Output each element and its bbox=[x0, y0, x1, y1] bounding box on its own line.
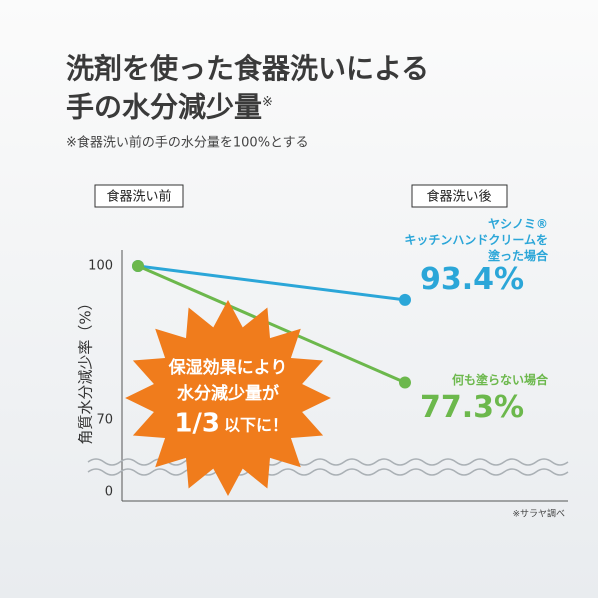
value-label: 77.3% bbox=[420, 390, 525, 425]
chart-title: 洗剤を使った食器洗いによる 手の水分減少量※ bbox=[66, 52, 429, 124]
subtitle: ※食器洗い前の手の水分量を100%とする bbox=[66, 135, 309, 151]
category-box bbox=[411, 184, 508, 208]
point bbox=[132, 260, 144, 272]
point bbox=[399, 376, 411, 389]
y-axis-label: 角質水分減少率（%） bbox=[77, 295, 95, 444]
axis-break bbox=[87, 468, 569, 476]
y-tick-label: 100 bbox=[88, 259, 113, 274]
y-tick-label: 70 bbox=[96, 413, 113, 428]
source: ※サラヤ調べ bbox=[512, 508, 565, 520]
series-label: 何も塗らない場合 bbox=[451, 373, 548, 387]
burst-text: 水分減少量が bbox=[177, 383, 279, 404]
series-line bbox=[137, 264, 406, 302]
x-category-label: 食器洗い後 bbox=[426, 189, 491, 205]
value-label: 93.4% bbox=[420, 262, 525, 297]
series-label: ヤシノミ® キッチンハンドクリームを 塗った場合 bbox=[404, 217, 548, 263]
point bbox=[399, 293, 411, 306]
series-line bbox=[137, 264, 406, 384]
burst-text: 保湿効果により bbox=[168, 357, 288, 378]
burst-highlight: 1/3 bbox=[174, 409, 220, 439]
y-tick-label: 0 bbox=[105, 485, 113, 500]
category-box bbox=[94, 184, 184, 208]
burst-text: 以下に！ bbox=[224, 416, 288, 435]
title-text: 洗剤を使った食器洗いによる 手の水分減少量 bbox=[66, 52, 430, 124]
x-category-label: 食器洗い前 bbox=[106, 189, 171, 205]
starburst bbox=[125, 300, 331, 496]
title-mark: ※ bbox=[262, 95, 273, 110]
